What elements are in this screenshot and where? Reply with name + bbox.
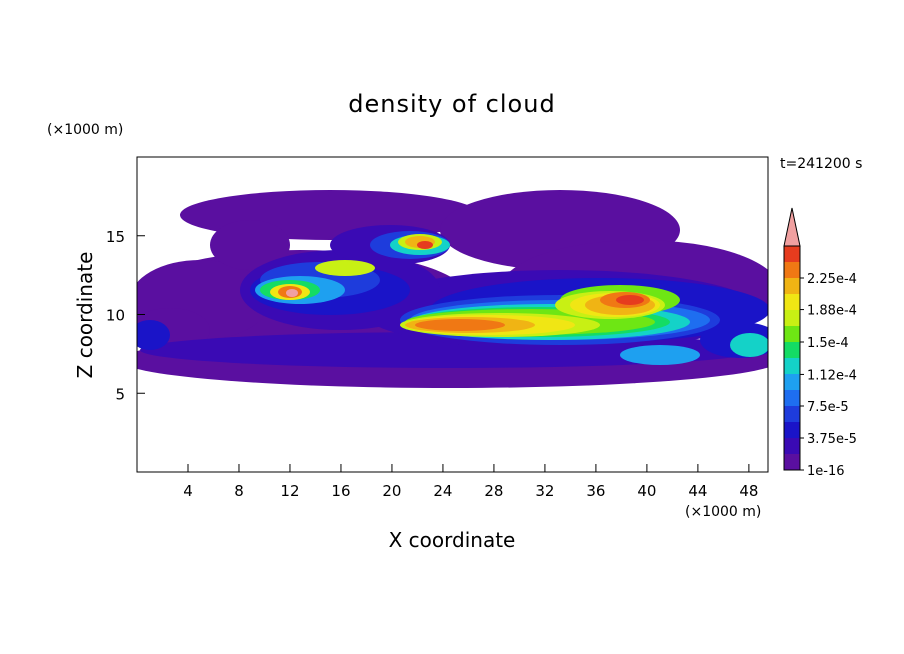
contour-region	[415, 319, 505, 331]
colorbar-frame	[783, 245, 801, 471]
chart-title: density of cloud	[348, 90, 555, 118]
colorbar-tick-label: 1.88e-4	[807, 304, 857, 319]
x-axis-label: X coordinate	[389, 528, 516, 552]
contour-region	[286, 289, 298, 297]
x-tick-label: 20	[382, 482, 401, 500]
colorbar-tick-label: 1e-16	[807, 464, 845, 479]
colorbar-band	[784, 406, 800, 422]
colorbar-tick-label: 7.5e-5	[807, 400, 849, 415]
time-annotation: t=241200 s	[780, 156, 862, 172]
x-tick-label: 12	[280, 482, 299, 500]
y-tick-label: 15	[106, 228, 125, 246]
contour-field	[137, 190, 768, 388]
x-tick-label: 48	[739, 482, 758, 500]
contour-region	[620, 345, 700, 365]
y-axis-label: Z coordinate	[73, 252, 97, 379]
colorbar-band	[784, 310, 800, 326]
colorbar-band	[784, 342, 800, 358]
contour-region	[417, 241, 433, 249]
x-tick-label: 28	[484, 482, 503, 500]
contour-region	[315, 260, 375, 276]
colorbar-tick-label: 1.5e-4	[807, 336, 849, 351]
colorbar-band	[784, 262, 800, 278]
x-tick-label: 16	[331, 482, 350, 500]
colorbar-tick-label: 3.75e-5	[807, 432, 857, 447]
colorbar-band	[784, 422, 800, 438]
x-unit-label: (×1000 m)	[685, 504, 761, 520]
contour-region	[730, 333, 768, 357]
x-tick-label: 36	[586, 482, 605, 500]
colorbar-band	[784, 374, 800, 390]
x-tick-label: 32	[535, 482, 554, 500]
contour-region	[137, 320, 170, 350]
colorbar-band	[784, 454, 800, 470]
colorbar-band	[784, 294, 800, 310]
colorbar-band	[784, 246, 800, 262]
colorbar-extend	[783, 207, 801, 247]
colorbar-band	[784, 326, 800, 342]
colorbar-band	[784, 390, 800, 406]
y-unit-label: (×1000 m)	[47, 122, 123, 138]
x-tick-label: 40	[637, 482, 656, 500]
x-tick-label: 24	[433, 482, 452, 500]
colorbar-tick-label: 2.25e-4	[807, 272, 857, 287]
x-tick-label: 8	[234, 482, 244, 500]
y-tick-label: 10	[106, 307, 125, 325]
contour-region	[616, 295, 644, 305]
colorbar-tick-label: 1.12e-4	[807, 368, 857, 383]
contour-region	[210, 220, 290, 270]
colorbar-band	[784, 438, 800, 454]
x-tick-label: 44	[688, 482, 707, 500]
y-tick-label: 5	[115, 385, 125, 403]
colorbar-band	[784, 278, 800, 294]
x-tick-label: 4	[183, 482, 193, 500]
colorbar-band	[784, 358, 800, 374]
